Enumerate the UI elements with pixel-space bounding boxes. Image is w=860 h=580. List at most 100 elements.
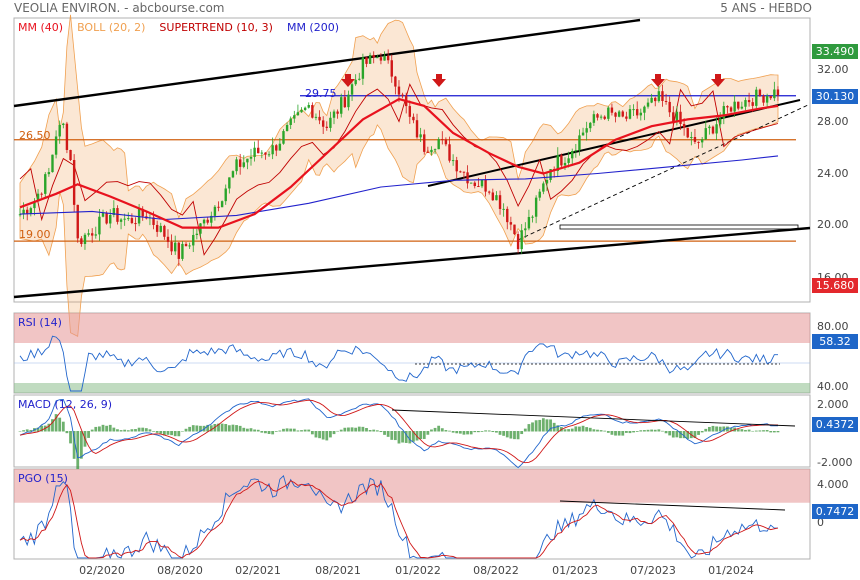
macd-histogram-bar — [267, 431, 271, 434]
candle-body — [697, 141, 700, 143]
macd-histogram-bar — [534, 420, 538, 432]
macd-histogram-bar — [776, 431, 780, 433]
candle-body — [36, 193, 40, 202]
candle-body — [361, 57, 365, 79]
macd-histogram-bar — [466, 431, 469, 435]
pgo-overbought-zone — [14, 469, 810, 503]
macd-histogram-bar — [401, 431, 404, 443]
candle-body — [336, 111, 339, 114]
candle-body — [98, 216, 101, 235]
macd-histogram-bar — [347, 427, 350, 432]
candle-body — [621, 111, 624, 117]
candle-body — [441, 139, 444, 141]
candle-body — [419, 134, 422, 138]
macd-histogram-bar — [412, 431, 415, 442]
rsi-oversold-zone — [14, 383, 810, 393]
macd-histogram-bar — [224, 424, 228, 432]
candle-body — [271, 145, 274, 155]
candle-body — [246, 158, 249, 163]
candle-body — [524, 228, 527, 231]
macd-histogram-bar — [278, 430, 282, 432]
macd-histogram-bar — [90, 429, 94, 432]
macd-histogram-bar — [227, 425, 231, 432]
macd-histogram-bar — [744, 429, 747, 432]
macd-histogram-bar — [101, 424, 105, 432]
macd-histogram-bar — [614, 431, 617, 436]
macd-histogram-bar — [36, 427, 40, 432]
candle-body — [769, 95, 772, 99]
macd-histogram-bar — [238, 425, 242, 432]
macd-histogram-bar — [386, 431, 390, 437]
macd-histogram-bar — [650, 429, 654, 432]
candle-body — [340, 97, 343, 114]
pgo-value-badge: 0.7472 — [812, 504, 858, 519]
candle-body — [751, 102, 754, 106]
macd-histogram-bar — [282, 428, 285, 432]
macd-histogram-bar — [61, 421, 65, 432]
candle-body — [65, 123, 69, 150]
macd-histogram-bar — [148, 429, 152, 432]
candle-body — [556, 155, 559, 171]
candle-body — [603, 116, 606, 119]
candle-body — [325, 126, 328, 128]
macd-histogram-bar — [563, 429, 567, 432]
period-label: 5 ANS - HEBDO — [720, 1, 812, 15]
candle-body — [235, 159, 238, 172]
macd-histogram-bar — [350, 427, 354, 432]
badge-low: 15.680 — [812, 278, 858, 293]
macd-histogram-bar — [498, 431, 502, 435]
candle-body — [94, 234, 97, 236]
macd-histogram-bar — [628, 431, 632, 434]
candle-body — [343, 97, 347, 108]
macd-histogram-bar — [105, 425, 109, 432]
macd-histogram-bar — [397, 431, 401, 444]
macd-histogram-bar — [657, 429, 661, 432]
macd-histogram-bar — [458, 431, 462, 434]
macd-histogram-bar — [462, 431, 466, 435]
candle-body — [40, 193, 43, 195]
candle-body — [726, 106, 729, 108]
macd-tick-2: 2.000 — [817, 398, 849, 411]
candle-body — [581, 132, 585, 136]
candle-body — [260, 152, 264, 154]
macd-histogram-bar — [606, 431, 610, 433]
chart-title: VEOLIA ENVIRON. - abcbourse.com — [14, 1, 225, 15]
rsi-tick-40: 40.00 — [817, 380, 849, 393]
candle-body — [314, 116, 318, 118]
macd-title: MACD (12, 26, 9) — [18, 398, 113, 411]
macd-histogram-bar — [697, 431, 700, 435]
macd-histogram-bar — [408, 431, 412, 444]
candle-body — [372, 54, 375, 58]
macd-histogram-bar — [195, 425, 199, 432]
candle-body — [58, 125, 61, 137]
macd-histogram-bar — [206, 424, 210, 432]
macd-histogram-bar — [740, 429, 744, 432]
legend-mm200: MM (200) — [286, 21, 340, 34]
macd-histogram-bar — [112, 427, 116, 432]
macd-histogram-bar — [451, 431, 455, 433]
macd-histogram-bar — [199, 425, 202, 432]
macd-histogram-bar — [130, 429, 134, 432]
candle-body — [33, 201, 36, 209]
macd-histogram-bar — [682, 431, 686, 439]
candle-body — [177, 242, 181, 259]
candle-body — [174, 242, 177, 252]
candle-body — [54, 136, 58, 155]
macd-histogram-bar — [700, 431, 704, 433]
candle-body — [488, 191, 491, 193]
macd-histogram-bar — [137, 427, 141, 432]
candle-body — [433, 149, 437, 151]
pgo-tick-4: 4.000 — [817, 478, 849, 491]
pgo-title: PGO (15) — [18, 472, 68, 485]
macd-histogram-bar — [217, 423, 220, 432]
candle-body — [459, 171, 462, 173]
x-tick-label: 02/2021 — [235, 564, 281, 577]
candle-body — [358, 78, 361, 80]
macd-histogram-bar — [303, 429, 307, 432]
candle-body — [188, 245, 191, 247]
candle-body — [737, 101, 740, 109]
macd-histogram-bar — [235, 425, 238, 432]
x-tick-label: 01/2022 — [395, 564, 441, 577]
macd-histogram-bar — [769, 431, 773, 433]
candle-body — [105, 212, 108, 224]
